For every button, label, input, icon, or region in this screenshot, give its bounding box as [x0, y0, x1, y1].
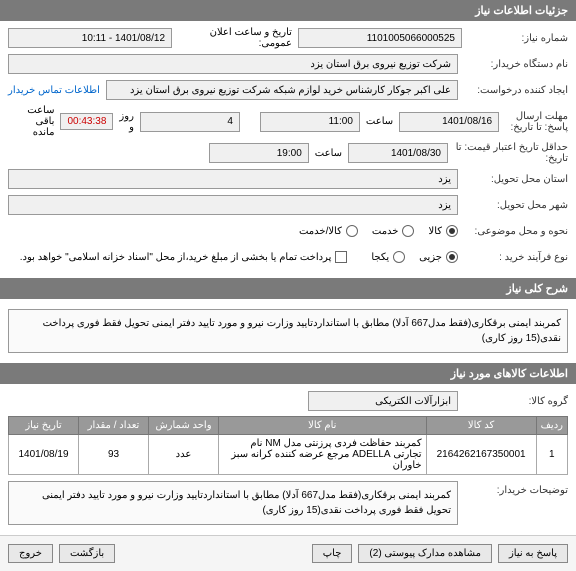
- cell-qty: 93: [79, 435, 149, 475]
- general-desc-box: کمربند ایمنی برقکاری(فقط مدل667 آدلا) مط…: [8, 309, 568, 353]
- delivery-cond-group: کالا خدمت کالا/خدمت: [299, 225, 458, 237]
- cell-unit: عدد: [149, 435, 219, 475]
- radio-service[interactable]: [402, 225, 414, 237]
- th-idx: ردیف: [536, 417, 567, 435]
- button-bar: پاسخ به نیاز مشاهده مدارک پیوستی (2) چاپ…: [0, 535, 576, 571]
- section-items-info: اطلاعات کالاهای مورد نیاز: [0, 363, 576, 384]
- table-row[interactable]: 1 2164262167350001 کمربند حفاظت فردی پرز…: [9, 435, 568, 475]
- label-hour-1: ساعت: [360, 116, 399, 127]
- label-device-name: نام دستگاه خریدار:: [458, 59, 568, 70]
- th-code: کد کالا: [426, 417, 536, 435]
- field-validity-date: 1401/08/30: [348, 143, 448, 163]
- radio-goods-label: کالا: [428, 226, 442, 237]
- section-need-info: جزئیات اطلاعات نیاز: [0, 0, 576, 21]
- field-deadline-days: 4: [140, 112, 240, 132]
- field-item-group: ابزارآلات الکتریکی: [308, 391, 458, 411]
- th-date: تاریخ نیاز: [9, 417, 79, 435]
- field-city: یزد: [8, 195, 458, 215]
- back-button[interactable]: بازگشت: [59, 544, 115, 563]
- need-info-form: شماره نیاز: 1101005066000525 تاریخ و ساع…: [0, 21, 576, 278]
- buyer-notes-box: کمربند ایمنی برقکاری(فقط مدل667 آدلا) مط…: [8, 481, 458, 525]
- cell-date: 1401/08/19: [9, 435, 79, 475]
- cell-idx: 1: [536, 435, 567, 475]
- cell-name: کمربند حفاظت فردی پرزنتی مدل NM نام تجار…: [219, 435, 427, 475]
- field-announce-date: 1401/08/12 - 10:11: [8, 28, 172, 48]
- cell-code: 2164262167350001: [426, 435, 536, 475]
- label-need-no: شماره نیاز:: [462, 33, 568, 44]
- field-device-name: شرکت توزیع نیروی برق استان یزد: [8, 54, 458, 74]
- field-need-no: 1101005066000525: [298, 28, 462, 48]
- print-button[interactable]: چاپ: [312, 544, 353, 563]
- checkbox-treasury[interactable]: [335, 251, 347, 263]
- reply-button[interactable]: پاسخ به نیاز: [498, 544, 568, 563]
- items-table: ردیف کد کالا نام کالا واحد شمارش تعداد /…: [8, 416, 568, 475]
- attachments-button[interactable]: مشاهده مدارک پیوستی (2): [358, 544, 492, 563]
- label-delivery-cond: نحوه و محل موضوعی:: [458, 226, 568, 237]
- th-unit: واحد شمارش: [149, 417, 219, 435]
- radio-both[interactable]: [346, 225, 358, 237]
- label-remaining: ساعت باقی مانده: [8, 105, 60, 138]
- label-announce-date: تاریخ و ساعت اعلان عمومی:: [172, 27, 298, 49]
- field-validity-hour: 19:00: [209, 143, 309, 163]
- radio-goods[interactable]: [446, 225, 458, 237]
- process-type-group: جزیی یکجا پرداخت تمام یا بخشی از مبلغ خر…: [20, 251, 458, 263]
- th-name: نام کالا: [219, 417, 427, 435]
- radio-service-label: خدمت: [372, 226, 399, 237]
- label-validity: حداقل تاریخ اعتبار قیمت: تا تاریخ:: [448, 142, 568, 164]
- field-deadline-date: 1401/08/16: [399, 112, 499, 132]
- field-state: یزد: [8, 169, 458, 189]
- label-day-and: روز و: [113, 111, 140, 133]
- radio-partial[interactable]: [446, 251, 458, 263]
- label-buyer-notes: توضیحات خریدار:: [458, 481, 568, 496]
- th-qty: تعداد / مقدار: [79, 417, 149, 435]
- label-requester: ایجاد کننده درخواست:: [458, 85, 568, 96]
- label-deadline: مهلت ارسال پاسخ: تا تاریخ:: [499, 111, 568, 133]
- label-state: استان محل تحویل:: [458, 174, 568, 185]
- radio-bundle-label: یکجا: [371, 252, 389, 263]
- radio-both-label: کالا/خدمت: [299, 226, 342, 237]
- contact-link[interactable]: اطلاعات تماس خریدار: [8, 85, 106, 96]
- label-item-group: گروه کالا:: [458, 396, 568, 407]
- label-process-type: نوع فرآیند خرید :: [458, 252, 568, 263]
- items-area: گروه کالا: ابزارآلات الکتریکی ردیف کد کا…: [0, 384, 576, 535]
- section-general-desc: شرح کلی نیاز: [0, 278, 576, 299]
- exit-button[interactable]: خروج: [8, 544, 53, 563]
- general-desc-area: کمربند ایمنی برقکاری(فقط مدل667 آدلا) مط…: [0, 299, 576, 363]
- field-deadline-hour: 11:00: [260, 112, 360, 132]
- radio-partial-label: جزیی: [419, 252, 442, 263]
- label-city: شهر محل تحویل:: [458, 200, 568, 211]
- label-hour-2: ساعت: [309, 148, 348, 159]
- field-countdown: 00:43:38: [60, 113, 113, 130]
- radio-bundle[interactable]: [393, 251, 405, 263]
- pay-note: پرداخت تمام یا بخشی از مبلغ خرید،از محل …: [20, 252, 332, 263]
- field-requester: علی اکبر جوکار کارشناس خرید لوازم شبکه ش…: [106, 80, 458, 100]
